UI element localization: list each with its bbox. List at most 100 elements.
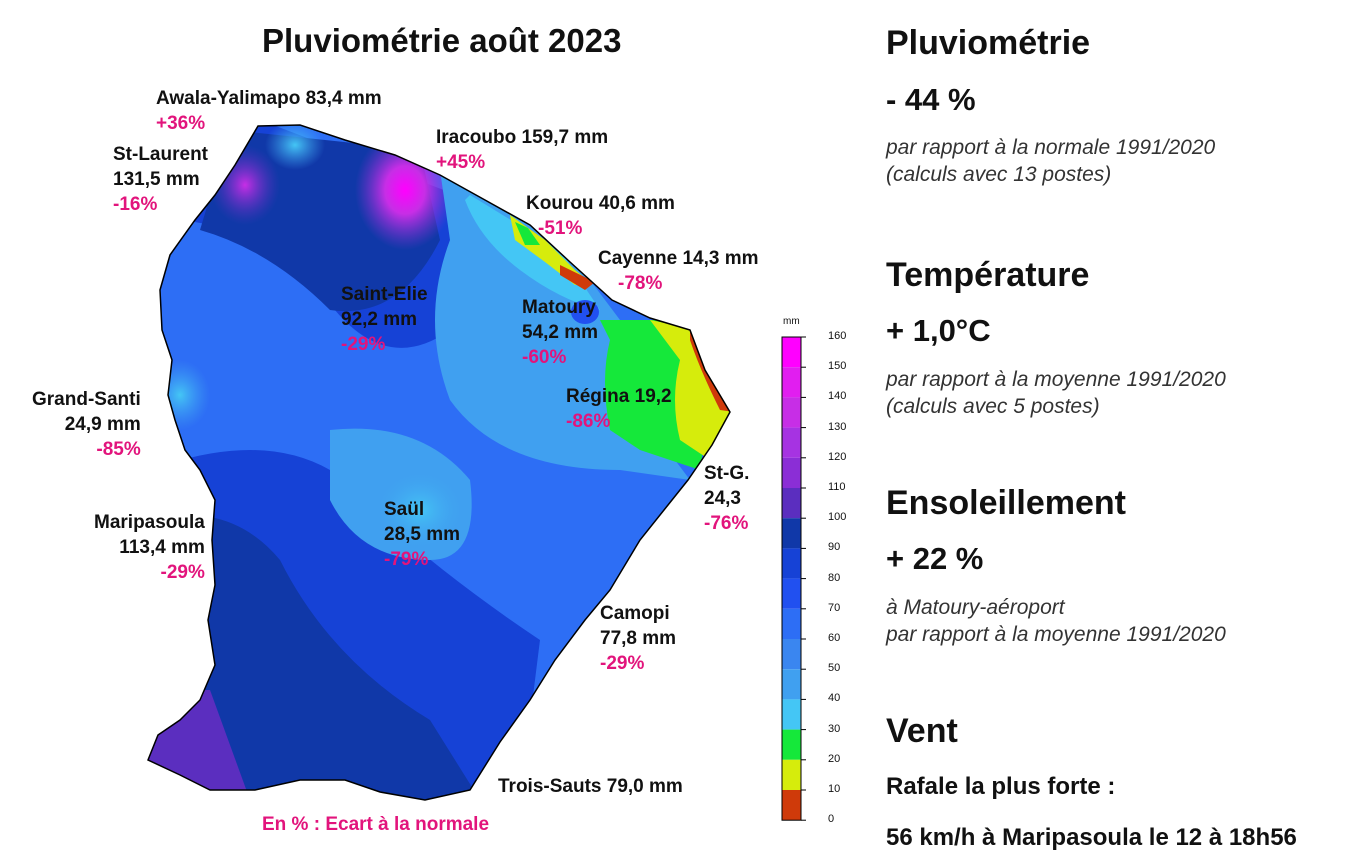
scale-tick-label: 30	[828, 722, 841, 735]
scale-tick-label: 60	[828, 632, 841, 644]
station-regina: Régina 19,2 -86%	[566, 384, 672, 434]
station-value: 92,2 mm	[341, 309, 418, 330]
station-pct: -76%	[704, 513, 749, 534]
station-value: 28,5 mm	[384, 524, 461, 545]
station-pct: -29%	[341, 334, 386, 355]
scale-tick-label: 70	[828, 601, 841, 614]
scale-tick-label: 40	[828, 692, 841, 705]
scale-segment-purple	[782, 457, 801, 488]
station-label: Saül	[384, 499, 425, 520]
station-value: 24,9 mm	[64, 414, 141, 435]
station-value: 24,3	[704, 488, 741, 509]
station-grand-santi: Grand-Santi 24,9 mm -85%	[32, 387, 141, 462]
temp-note-line-2: (calculs avec 5 postes)	[886, 395, 1100, 418]
scale-tick-label: 50	[828, 662, 841, 675]
sun-note-line-1: à Matoury-aéroport	[886, 596, 1065, 619]
wind-gust-label: Rafale la plus forte :	[886, 773, 1116, 800]
scale-segment-orange-red	[782, 790, 801, 821]
temp-title: Température	[886, 256, 1090, 294]
pluvio-note-line-2: (calculs avec 13 postes)	[886, 163, 1112, 186]
station-pct: -29%	[160, 562, 205, 583]
scale-tick-label: 90	[828, 541, 841, 554]
station-trois-sauts: Trois-Sauts 79,0 mm	[498, 774, 683, 799]
station-label: Trois-Sauts 79,0 mm	[498, 776, 683, 797]
scale-segment-blue	[782, 578, 801, 609]
station-matoury: Matoury 54,2 mm -60%	[522, 295, 598, 370]
scale-tick-label: 100	[828, 511, 847, 524]
scale-segment-blue	[782, 608, 801, 639]
scale-tick-label: 80	[828, 571, 841, 584]
pluvio-title: Pluviométrie	[886, 24, 1091, 62]
station-label: Awala-Yalimapo 83,4 mm	[156, 88, 382, 109]
station-camopi: Camopi 77,8 mm -29%	[600, 601, 676, 676]
station-pct: -85%	[96, 439, 141, 460]
scale-segment-yellow	[782, 759, 801, 790]
station-value: 77,8 mm	[600, 628, 677, 649]
station-pct: -79%	[384, 549, 429, 570]
scale-tick-label: 120	[828, 450, 847, 463]
scale-segment-violet	[782, 397, 801, 428]
temp-value: + 1,0°C	[886, 313, 991, 348]
station-pct: -29%	[600, 653, 645, 674]
station-pct: -51%	[538, 218, 583, 239]
wind-title: Vent	[886, 712, 958, 750]
scale-segment-blue	[782, 548, 801, 579]
station-value: 131,5 mm	[113, 169, 200, 190]
scale-unit-label: mm	[783, 316, 800, 327]
station-label: St-Laurent	[113, 144, 208, 165]
station-pct: -60%	[522, 347, 567, 368]
station-awala: Awala-Yalimapo 83,4 mm +36%	[156, 86, 382, 136]
station-saul: Saül 28,5 mm -79%	[384, 497, 460, 572]
station-label: Maripasoula	[94, 512, 205, 533]
station-value: 54,2 mm	[522, 322, 599, 343]
scale-segment-green	[782, 729, 801, 760]
scale-tick-label: 10	[828, 783, 841, 795]
station-label: St-G.	[704, 463, 750, 484]
rainfall-map	[147, 124, 806, 821]
station-label: Grand-Santi	[32, 389, 141, 410]
station-label: Camopi	[600, 603, 670, 624]
station-label: Kourou 40,6 mm	[526, 193, 675, 214]
scale-tick-label: 130	[828, 420, 847, 433]
scale-tick-label: 150	[828, 360, 847, 373]
scale-segment-steel-blue	[782, 639, 801, 670]
station-saint-elie: Saint-Elie 92,2 mm -29%	[341, 282, 428, 357]
wind-gust-value: 56 km/h à Maripasoula le 12 à 18h56	[886, 824, 1297, 851]
scale-segment-light-blue	[782, 669, 801, 700]
sun-note: à Matoury-aéroport par rapport à la moye…	[886, 594, 1226, 648]
station-label: Saint-Elie	[341, 284, 428, 305]
scale-segment-navy	[782, 518, 801, 549]
station-maripasoula: Maripasoula 113,4 mm -29%	[94, 510, 205, 585]
station-label: Iracoubo 159,7 mm	[436, 127, 609, 148]
scale-segment-violet	[782, 367, 801, 398]
map-title: Pluviométrie août 2023	[262, 22, 622, 59]
pluvio-note: par rapport à la normale 1991/2020 (calc…	[886, 134, 1215, 188]
station-value: 113,4 mm	[119, 537, 205, 558]
legend-note: En % : Ecart à la normale	[262, 814, 490, 835]
station-pct: -86%	[566, 411, 611, 432]
scale-tick-label: 0	[828, 813, 835, 826]
station-pct: -78%	[618, 273, 663, 294]
scale-segment-magenta	[782, 337, 801, 368]
station-st-georges: St-G. 24,3 -76%	[704, 461, 749, 536]
station-iracoubo: Iracoubo 159,7 mm +45%	[436, 125, 608, 175]
scale-tick-label: 160	[828, 330, 847, 342]
sun-note-line-2: par rapport à la moyenne 1991/2020	[886, 623, 1226, 646]
station-cayenne: Cayenne 14,3 mm -78%	[598, 246, 759, 296]
scale-tick-label: 110	[828, 481, 846, 493]
scale-segment-indigo	[782, 488, 801, 519]
temp-note-line-1: par rapport à la moyenne 1991/2020	[886, 368, 1226, 391]
scale-segment-purple	[782, 427, 801, 458]
sun-title: Ensoleillement	[886, 484, 1126, 522]
station-kourou: Kourou 40,6 mm -51%	[526, 191, 675, 241]
scale-tick-label: 20	[828, 752, 841, 765]
temp-note: par rapport à la moyenne 1991/2020 (calc…	[886, 366, 1226, 420]
scale-tick-label: 140	[828, 390, 847, 403]
color-scale-bar	[781, 336, 806, 821]
station-st-laurent: St-Laurent 131,5 mm -16%	[113, 142, 208, 217]
station-label: Matoury	[522, 297, 596, 318]
station-pct: +36%	[156, 113, 206, 134]
pluvio-value: - 44 %	[886, 82, 976, 117]
sun-value: + 22 %	[886, 541, 984, 576]
station-pct: -16%	[113, 194, 158, 215]
